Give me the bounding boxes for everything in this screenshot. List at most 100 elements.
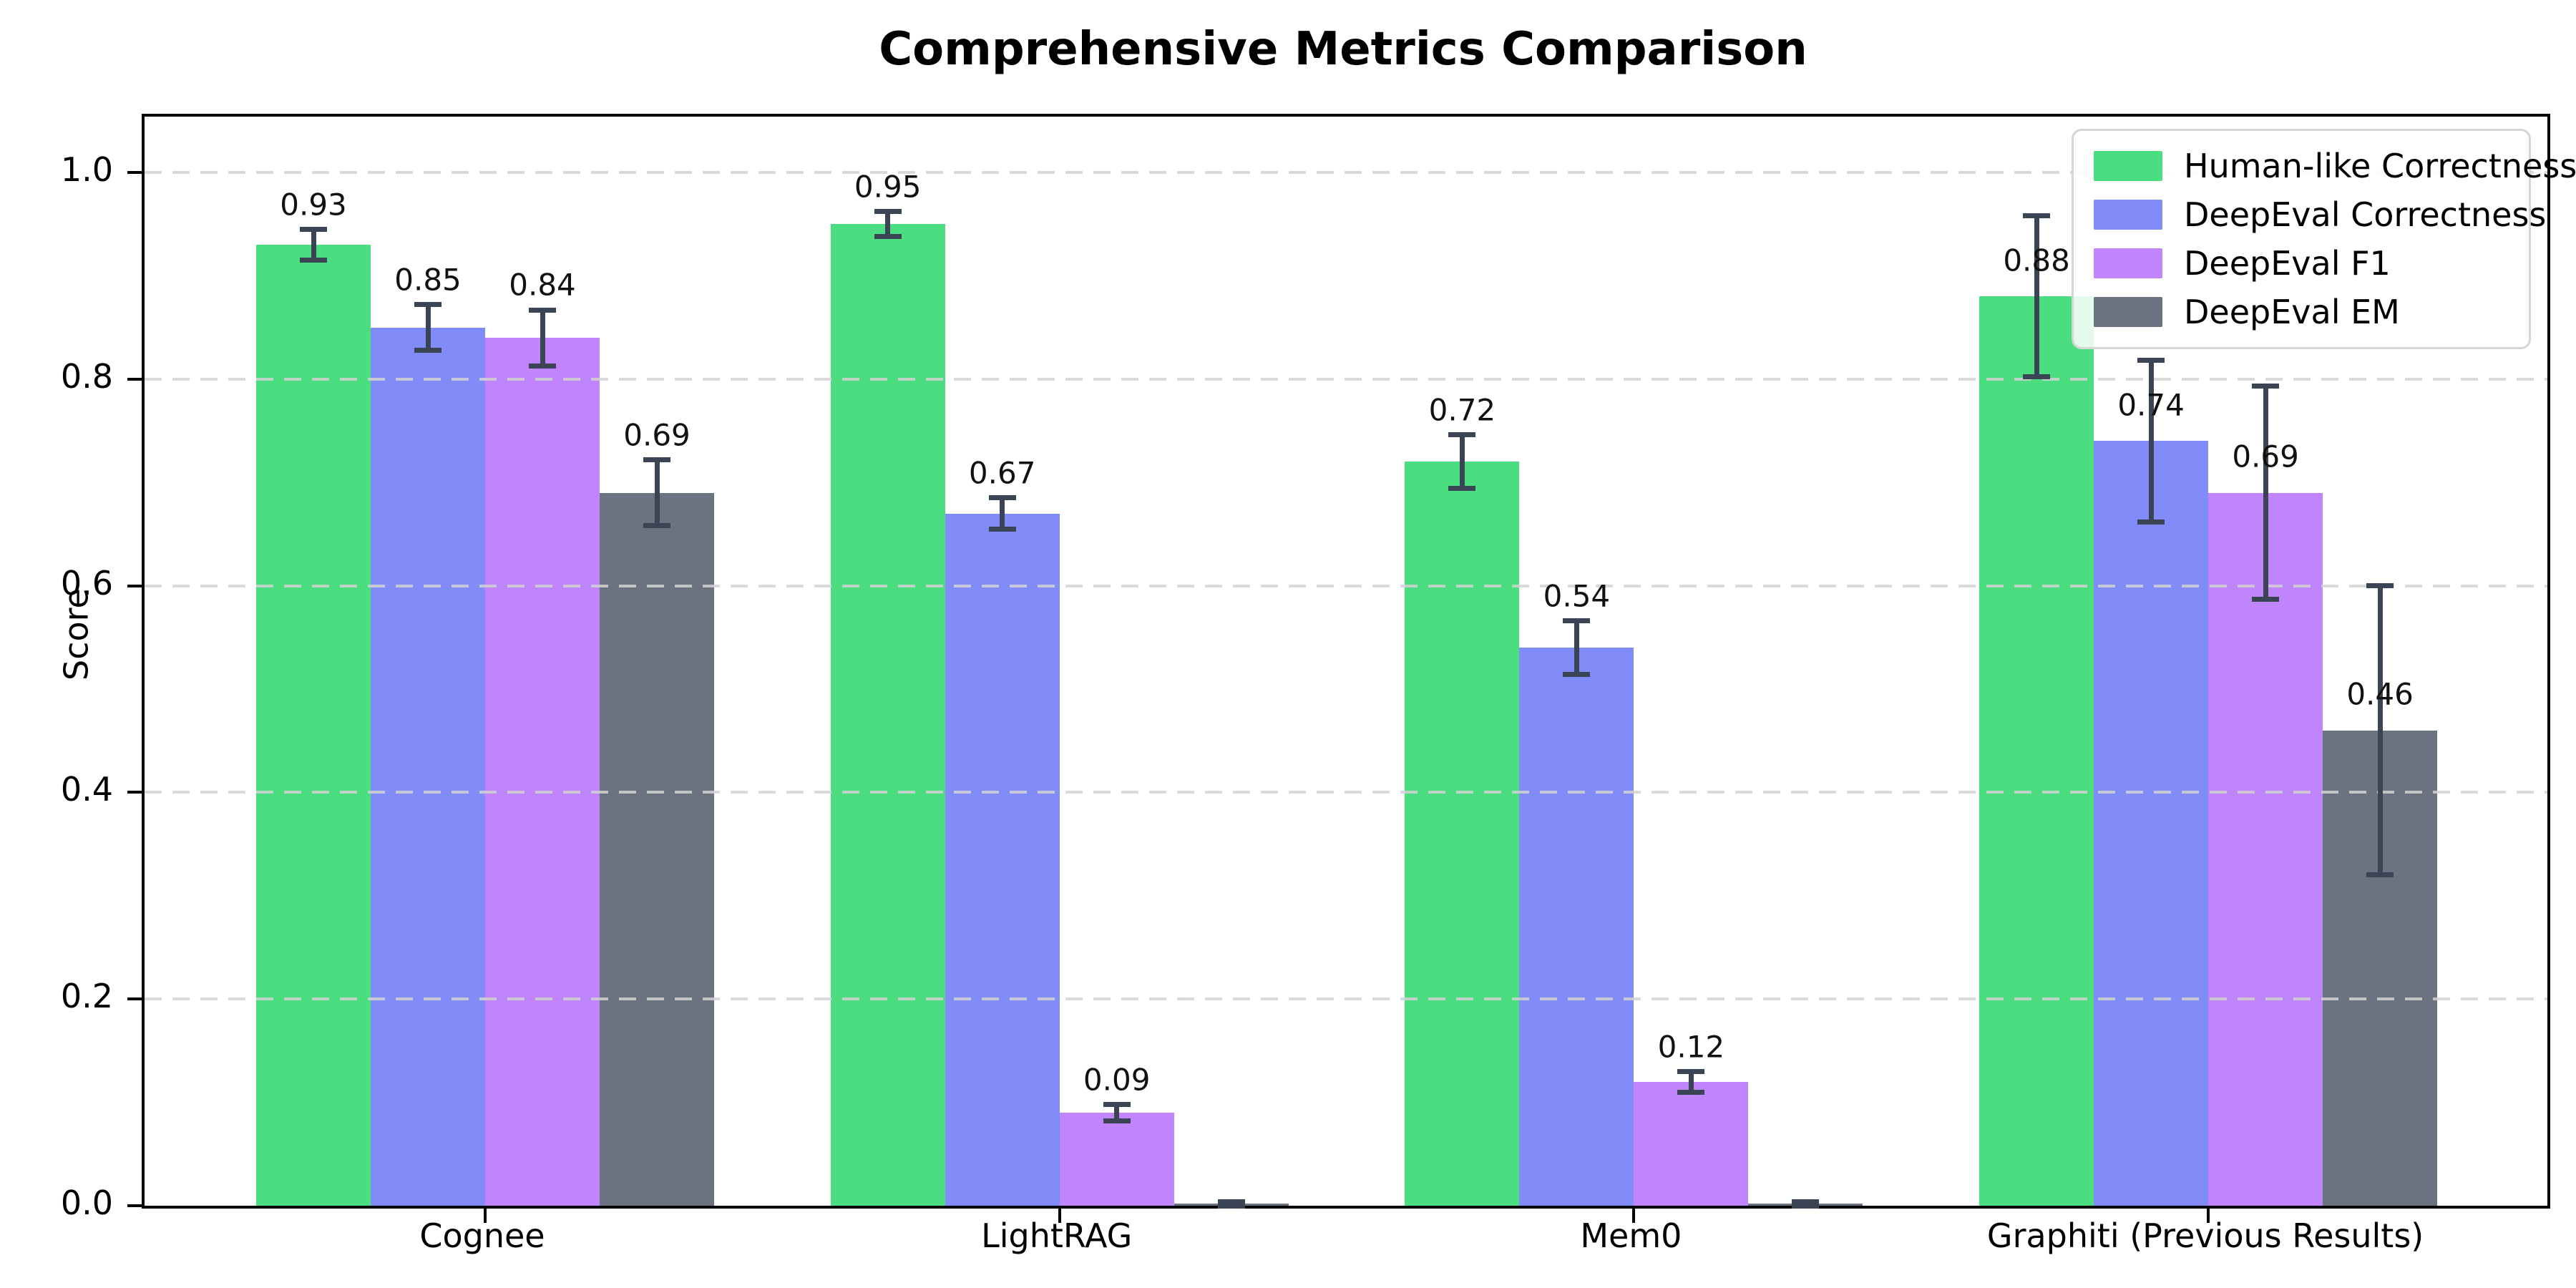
bar-value-label: 0.09 — [1083, 1062, 1151, 1098]
error-bar-cap-top — [988, 495, 1016, 501]
bar-value-label: 0.74 — [2117, 387, 2185, 423]
error-bar — [2034, 215, 2039, 377]
bar — [371, 327, 485, 1206]
error-bar-cap-bottom — [643, 523, 670, 529]
error-bar-cap-top — [1677, 1068, 1705, 1074]
error-bar-cap-top — [874, 209, 902, 215]
y-tick-label: 0.8 — [60, 356, 113, 396]
bar — [2208, 492, 2323, 1206]
legend-swatch — [2094, 151, 2162, 181]
error-bar — [311, 229, 316, 260]
error-bar-cap-top — [1792, 1199, 1820, 1204]
bar-value-label: 0.54 — [1543, 578, 1611, 614]
x-tick-mark — [2207, 1209, 2210, 1223]
x-tick-mark — [1632, 1209, 1636, 1223]
error-bar — [1688, 1071, 1694, 1093]
error-bar — [885, 211, 891, 237]
bar-value-label: 0.95 — [854, 169, 922, 205]
error-bar-cap-top — [1448, 432, 1476, 438]
y-tick-mark — [127, 1204, 142, 1207]
bar — [1519, 648, 1634, 1206]
legend-swatch — [2094, 297, 2162, 327]
error-bar-cap-top — [643, 457, 670, 462]
legend-item-3: DeepEval F1 — [2094, 244, 2509, 283]
error-bar-cap-top — [1217, 1199, 1245, 1204]
bar — [945, 513, 1060, 1206]
error-bar-cap-top — [300, 226, 327, 232]
x-tick-mark — [484, 1209, 487, 1223]
bar — [485, 338, 600, 1206]
bar — [1059, 1113, 1174, 1206]
error-bar — [1114, 1104, 1120, 1121]
x-tick-mark — [1058, 1209, 1061, 1223]
bar-value-label: 0.72 — [1428, 392, 1496, 428]
error-bar — [2263, 386, 2268, 600]
y-tick-label: 0.6 — [60, 563, 113, 602]
y-tick-mark — [127, 170, 142, 174]
error-bar-cap-top — [529, 307, 556, 313]
y-tick-mark — [127, 997, 142, 1001]
bar-value-label: 0.85 — [394, 262, 462, 298]
bar-value-label: 0.69 — [623, 417, 691, 453]
error-bar-cap-bottom — [1563, 672, 1591, 678]
error-bar-cap-bottom — [1217, 1203, 1245, 1209]
error-bar-cap-top — [414, 302, 441, 308]
error-bar-cap-bottom — [1677, 1089, 1705, 1095]
error-bar-cap-top — [1563, 618, 1591, 624]
error-bar — [540, 310, 545, 366]
error-bar-cap-top — [2366, 583, 2394, 589]
error-bar-cap-bottom — [988, 526, 1016, 532]
error-bar — [654, 459, 660, 526]
legend-label: DeepEval EM — [2184, 293, 2400, 331]
error-bar-cap-bottom — [300, 258, 327, 263]
legend-label: DeepEval F1 — [2184, 244, 2391, 283]
y-tick-mark — [127, 377, 142, 381]
legend-swatch — [2094, 200, 2162, 230]
bar — [1634, 1081, 1749, 1206]
legend-label: DeepEval Correctness — [2184, 195, 2547, 234]
error-bar-cap-bottom — [1792, 1203, 1820, 1209]
y-tick-mark — [127, 584, 142, 587]
bar — [600, 492, 714, 1206]
chart-title: Comprehensive Metrics Comparison — [879, 23, 1807, 76]
bar-value-label: 0.93 — [280, 187, 347, 223]
error-bar-cap-top — [1103, 1101, 1131, 1107]
bar — [1979, 296, 2094, 1206]
legend-swatch — [2094, 248, 2162, 278]
error-bar — [2148, 360, 2154, 522]
error-bar-cap-bottom — [414, 347, 441, 353]
error-bar-cap-top — [2137, 358, 2165, 364]
bar-value-label: 0.46 — [2346, 676, 2414, 712]
bar — [1405, 462, 1520, 1206]
y-tick-label: 1.0 — [60, 150, 113, 189]
y-tick-label: 0.2 — [60, 977, 113, 1016]
legend-item-2: DeepEval Correctness — [2094, 195, 2546, 234]
error-bar-cap-bottom — [2137, 519, 2165, 525]
error-bar-cap-bottom — [2023, 374, 2051, 380]
y-tick-mark — [127, 791, 142, 794]
error-bar — [2377, 585, 2383, 875]
error-bar-cap-bottom — [1103, 1118, 1131, 1124]
x-tick-label: Cognee — [419, 1216, 545, 1255]
error-bar — [1574, 620, 1579, 675]
x-tick-label: LightRAG — [981, 1216, 1133, 1255]
x-tick-label: Graphiti (Previous Results) — [1986, 1216, 2424, 1255]
error-bar — [425, 304, 431, 351]
error-bar — [1000, 497, 1005, 530]
error-bar-cap-bottom — [2252, 596, 2280, 602]
error-bar-cap-bottom — [2366, 872, 2394, 878]
error-bar — [1459, 434, 1465, 489]
bar-value-label: 0.67 — [968, 455, 1036, 491]
bar-value-label: 0.88 — [2003, 243, 2070, 278]
legend-item-4: DeepEval EM — [2094, 293, 2509, 331]
legend: Human-like Correctness DeepEval Correctne… — [2072, 129, 2576, 349]
bar-value-label: 0.84 — [509, 267, 576, 303]
error-bar-cap-top — [2023, 213, 2051, 219]
y-tick-label: 0.4 — [60, 770, 113, 809]
bar-value-label: 0.12 — [1657, 1029, 1725, 1065]
legend-label: Human-like Correctness — [2184, 147, 2576, 185]
bar — [2094, 441, 2209, 1206]
error-bar-cap-bottom — [1448, 486, 1476, 492]
error-bar-cap-bottom — [874, 234, 902, 239]
